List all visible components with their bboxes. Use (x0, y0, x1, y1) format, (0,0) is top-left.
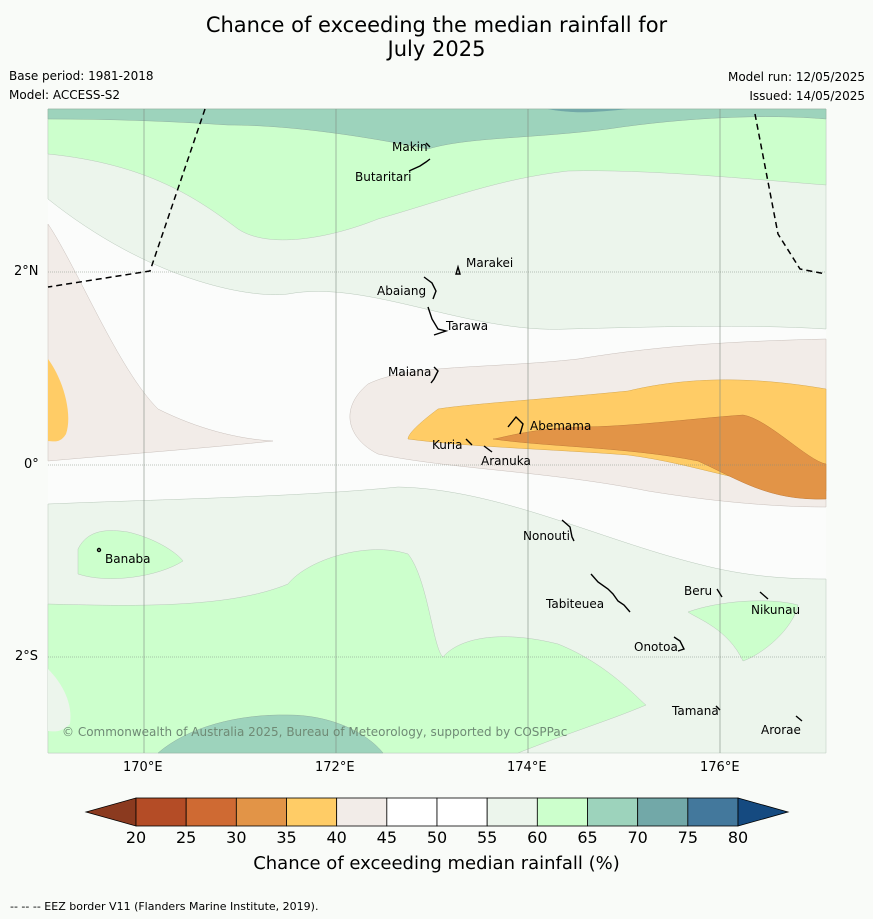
colorbar-tick-label: 70 (627, 828, 648, 847)
contour-60-65-north (47, 108, 827, 241)
contour-55-60-southwest (48, 669, 71, 732)
colorbar-bin-60-65 (536, 797, 588, 827)
colorbar-bin-45-50 (386, 797, 438, 827)
lon-label-176: 176°E (700, 760, 740, 775)
label-aranuka: Aranuka (481, 454, 531, 468)
colorbar (84, 797, 790, 827)
contour-65-70-south (157, 714, 384, 754)
contour-60-65-banaba (77, 530, 184, 579)
label-makin: Makin (392, 140, 428, 154)
contour-30-35-east (492, 414, 827, 500)
label-banaba: Banaba (105, 552, 151, 566)
colorbar-tick-label: 35 (276, 828, 297, 847)
lon-label-174: 174°E (507, 760, 547, 775)
colorbar-tick-label: 50 (426, 828, 448, 847)
island-abemama (507, 415, 524, 435)
colorbar-bin-70-75 (637, 797, 689, 827)
rainfall-map: Makin Butaritari Marakei Abaiang Tarawa … (47, 108, 827, 754)
colorbar-tick-label: 25 (175, 828, 197, 847)
colorbar-bin-55-60 (486, 797, 538, 827)
colorbar-tick-label: 75 (677, 828, 698, 847)
colorbar-tick-label: 20 (125, 828, 147, 847)
label-tarawa: Tarawa (445, 319, 488, 333)
label-beru: Beru (684, 584, 712, 598)
label-butaritari: Butaritari (355, 170, 412, 184)
colorbar-bin-25-30 (185, 797, 237, 827)
island-nonouti (561, 519, 575, 542)
label-tabiteuea: Tabiteuea (545, 597, 604, 611)
model-text: Model: ACCESS-S2 (9, 88, 121, 102)
eez-border-west (47, 108, 206, 288)
colorbar-bin-35-40 (286, 797, 338, 827)
colorbar-bin-20-25 (135, 797, 187, 827)
island-onotoa (673, 636, 685, 652)
footer-eez-note: -- -- -- EEZ border V11 (Flanders Marine… (10, 900, 319, 913)
place-labels: Makin Butaritari Marakei Abaiang Tarawa … (105, 140, 801, 737)
graticule (143, 109, 721, 753)
island-tamana (715, 705, 721, 711)
colorbar-bin-75-80 (687, 797, 739, 827)
label-nonouti: Nonouti (523, 529, 570, 543)
issued-text: Issued: 14/05/2025 (749, 89, 865, 103)
lat-label-0: 0° (24, 457, 39, 472)
island-arorae (795, 715, 803, 722)
label-abemama: Abemama (530, 419, 591, 433)
colorbar-tick-label: 60 (527, 828, 548, 847)
lon-label-172: 172°E (315, 760, 355, 775)
colorbar-tick-label: 45 (376, 828, 397, 847)
colorbar-tick-label: 65 (577, 828, 598, 847)
island-beru (716, 588, 723, 598)
model-run-text: Model run: 12/05/2025 (727, 70, 865, 84)
islands (96, 142, 803, 722)
colorbar-bin-40-45 (336, 797, 388, 827)
island-kuria (465, 438, 473, 446)
island-banaba (96, 547, 102, 553)
label-tamana: Tamana (671, 704, 719, 718)
colorbar-extend-high (737, 797, 790, 827)
label-marakei: Marakei (466, 256, 513, 270)
island-nikunau (759, 591, 769, 600)
island-butaritari (408, 158, 431, 172)
contour-70-75-north (548, 109, 628, 113)
colorbar-title: Chance of exceeding median rainfall (%) (253, 853, 620, 874)
label-nikunau: Nikunau (751, 603, 800, 617)
colorbar-tick-label: 40 (326, 828, 347, 847)
eez-border-east (754, 113, 827, 275)
island-marakei (455, 264, 461, 275)
colorbar-tick-label: 80 (727, 828, 749, 847)
lat-label-2s: 2°S (15, 649, 39, 664)
colorbar-bin-30-35 (235, 797, 287, 827)
label-onotoa: Onotoa (634, 640, 678, 654)
contour-35-40-west (48, 359, 69, 442)
base-period-text: Base period: 1981-2018 (9, 69, 154, 83)
contour-65-70-north (47, 108, 827, 150)
map-title-line1: Chance of exceeding the median rainfall … (205, 13, 668, 37)
colorbar-bin-65-70 (587, 797, 639, 827)
contour-40-45-west (47, 223, 274, 462)
parallels (48, 271, 826, 658)
lon-label-170: 170°E (123, 760, 163, 775)
eez-border (47, 108, 827, 288)
island-maiana (430, 366, 439, 384)
island-makin (425, 142, 431, 148)
map-title-line2: July 2025 (387, 37, 486, 61)
island-tabiteuea (590, 573, 631, 613)
lat-label-2n: 2°N (14, 264, 39, 279)
colorbar-tick-label: 30 (226, 828, 247, 847)
colorbar-bin-50-55 (436, 797, 488, 827)
label-maiana: Maiana (388, 365, 431, 379)
label-arorae: Arorae (761, 723, 801, 737)
island-aranuka (483, 445, 493, 453)
contour-60-65-nikunau (687, 600, 799, 662)
colorbar-extend-low (84, 797, 137, 827)
label-kuria: Kuria (432, 438, 463, 452)
copyright-text: © Commonwealth of Australia 2025, Bureau… (62, 725, 567, 739)
colorbar-tick-label: 55 (476, 828, 498, 847)
island-tarawa (427, 306, 449, 336)
island-abaiang (423, 276, 437, 300)
label-abaiang: Abaiang (377, 284, 426, 298)
